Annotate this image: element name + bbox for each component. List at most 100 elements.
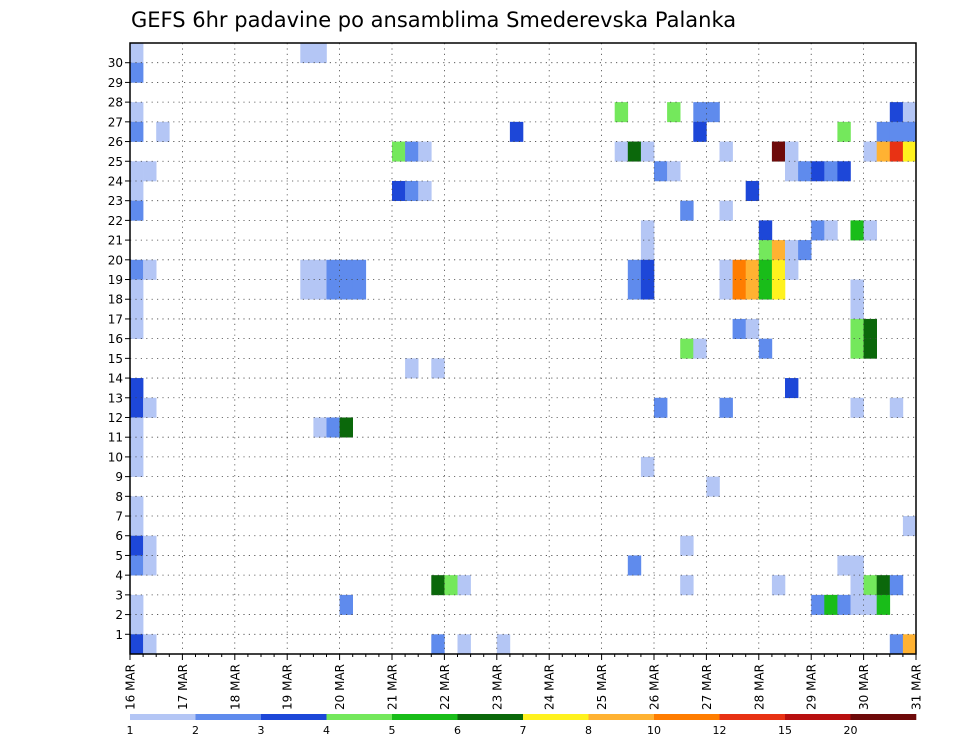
heatmap-cell [902, 141, 917, 162]
heatmap-cell [889, 634, 904, 655]
y-tick-label: 5 [115, 549, 123, 563]
heatmap-cell [143, 397, 157, 418]
heatmap-cell [130, 259, 144, 280]
heatmap-cell [326, 417, 340, 438]
heatmap-cell [719, 200, 733, 221]
heatmap-cell [627, 141, 642, 162]
heatmap-cell [902, 516, 917, 537]
heatmap-cell [143, 634, 157, 655]
heatmap-cell [300, 43, 314, 64]
heatmap-cell [130, 437, 144, 458]
heatmap-cell [130, 634, 144, 655]
heatmap-cell [850, 338, 864, 359]
heatmap-cell [627, 259, 642, 280]
y-tick-label: 6 [115, 529, 123, 543]
heatmap-cell [130, 161, 144, 182]
colorbar-swatch [523, 714, 589, 720]
heatmap-cell [444, 575, 458, 596]
heatmap-cell [339, 594, 353, 615]
heatmap-cell [889, 102, 904, 123]
y-tick-label: 26 [108, 135, 123, 149]
x-tick-label: 17 MAR [176, 664, 190, 710]
heatmap-cell [693, 121, 707, 142]
heatmap-cell [300, 259, 314, 280]
x-tick-label: 29 MAR [805, 664, 819, 710]
heatmap-cell [130, 594, 144, 615]
y-axis: 1234567891011121314151617181920212223242… [108, 56, 130, 642]
colorbar-label: 10 [647, 724, 661, 737]
heatmap-cell [706, 476, 720, 497]
heatmap-cell [352, 259, 367, 280]
heatmap-cell [680, 575, 694, 596]
x-tick-label: 26 MAR [648, 664, 662, 710]
heatmap-cell [509, 121, 524, 142]
heatmap-cell [837, 121, 851, 142]
x-tick-label: 16 MAR [124, 664, 138, 710]
heatmap-cell [850, 220, 864, 241]
colorbar-label: 15 [778, 724, 792, 737]
heatmap-cell [850, 555, 864, 576]
heatmap-cell [732, 318, 746, 339]
heatmap-cell [130, 102, 144, 123]
heatmap-cell [837, 161, 851, 182]
heatmap-cell [130, 535, 144, 556]
heatmap-cell [130, 279, 144, 300]
x-tick-label: 19 MAR [281, 664, 295, 710]
y-tick-label: 14 [108, 372, 123, 386]
heatmap-cell [130, 121, 144, 142]
heatmap-cell [732, 279, 746, 300]
heatmap-cell [431, 358, 445, 379]
y-tick-label: 20 [108, 253, 123, 267]
y-tick-label: 11 [108, 431, 123, 445]
heatmap-cell [614, 102, 629, 123]
heatmap-cell [863, 338, 877, 359]
heatmap-cell [758, 220, 773, 241]
heatmap-cell [313, 279, 327, 300]
colorbar-label: 1 [127, 724, 134, 737]
colorbar-swatch [261, 714, 327, 720]
x-tick-label: 30 MAR [857, 664, 871, 710]
y-tick-label: 22 [108, 214, 123, 228]
heatmap-cell [850, 397, 864, 418]
heatmap-cell [850, 575, 864, 596]
heatmap-cell [143, 555, 157, 576]
heatmap-cell [431, 575, 445, 596]
heatmap-cell [758, 338, 773, 359]
colorbar-label: 4 [323, 724, 330, 737]
heatmap-cell [719, 259, 733, 280]
colorbar-swatch [588, 714, 655, 720]
heatmap-cell [771, 279, 786, 300]
heatmap-cell [824, 220, 838, 241]
heatmap-cell [758, 279, 773, 300]
heatmap-cell [457, 575, 471, 596]
heatmap-cell [811, 594, 825, 615]
colorbar-swatch [457, 714, 524, 720]
x-tick-label: 27 MAR [700, 664, 714, 710]
heatmap-cell [640, 456, 655, 477]
heatmap-cell [339, 259, 353, 280]
heatmap-cell [640, 259, 655, 280]
colorbar-swatch [130, 714, 196, 720]
colorbar-swatch [392, 714, 458, 720]
y-tick-label: 30 [108, 56, 123, 70]
heatmap-cell [667, 102, 681, 123]
heatmap-cell [902, 121, 917, 142]
x-tick-label: 24 MAR [543, 664, 557, 710]
y-tick-label: 29 [108, 76, 123, 90]
heatmap-cell [758, 240, 773, 261]
x-tick-label: 20 MAR [333, 664, 347, 710]
heatmap-cell [143, 161, 157, 182]
colorbar-label: 12 [713, 724, 727, 737]
heatmap-cell [680, 200, 694, 221]
heatmap-cell [405, 180, 419, 201]
colorbar-label: 6 [454, 724, 461, 737]
y-tick-label: 27 [108, 115, 123, 129]
heatmap-cell [863, 141, 877, 162]
x-tick-label: 21 MAR [386, 664, 400, 710]
colorbar-swatch [326, 714, 393, 720]
x-tick-label: 25 MAR [595, 664, 609, 710]
x-tick-label: 31 MAR [910, 664, 924, 710]
y-tick-label: 1 [115, 628, 123, 642]
y-tick-label: 12 [108, 411, 123, 425]
heatmap-cell [771, 240, 786, 261]
